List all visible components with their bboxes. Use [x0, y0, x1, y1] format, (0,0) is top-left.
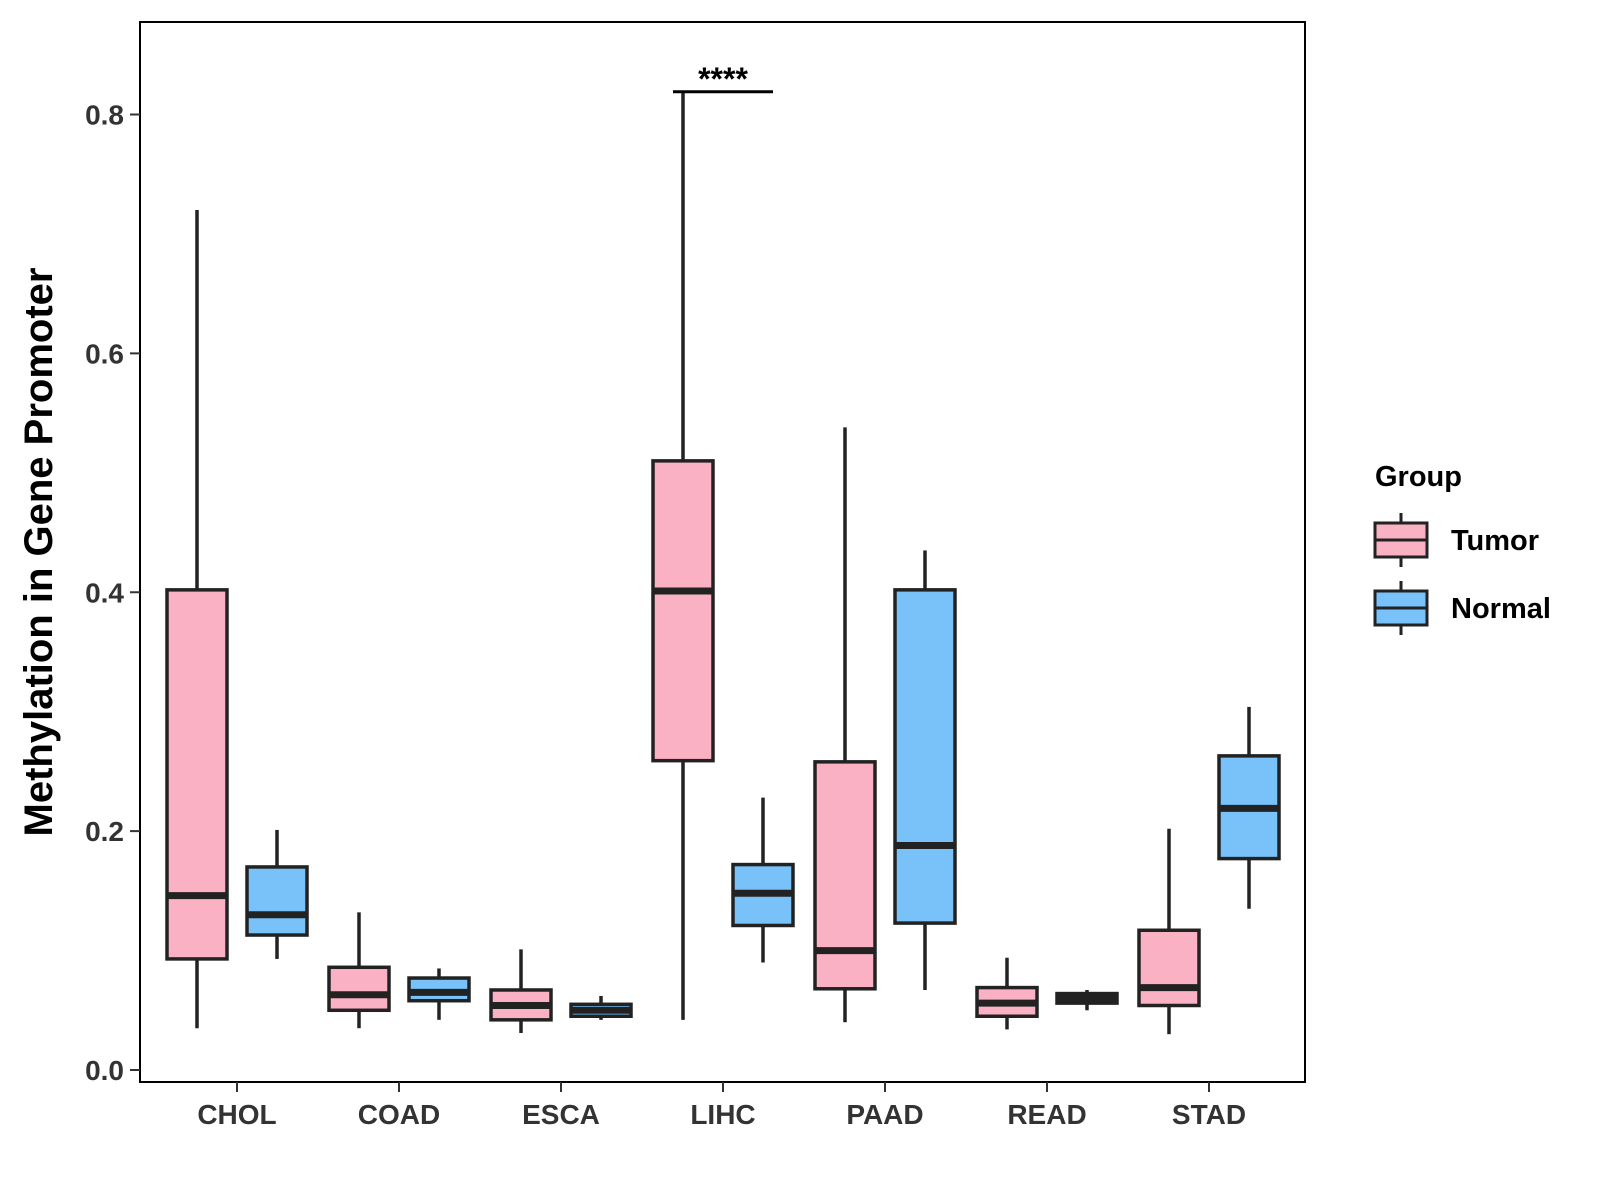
box-body — [165, 588, 229, 961]
box-normal-paad — [893, 550, 957, 990]
legend-entry-tumor: Tumor — [1373, 513, 1539, 567]
box-normal-chol — [245, 829, 309, 959]
box-body — [813, 760, 877, 991]
box-body — [893, 588, 957, 925]
box-tumor-read — [975, 957, 1039, 1030]
plot-area — [165, 91, 1281, 1035]
legend-title: Group — [1375, 461, 1462, 493]
y-axis-title: Methylation in Gene Promoter — [17, 268, 61, 837]
x-tick-label: READ — [1007, 1099, 1086, 1130]
legend: Group Tumor Normal — [1373, 461, 1551, 635]
x-tick-label: ESCA — [522, 1099, 600, 1130]
y-tick-label: 0.0 — [85, 1055, 124, 1086]
box-body — [651, 459, 715, 763]
y-tick-label: 0.4 — [85, 577, 124, 608]
box-body — [1137, 928, 1201, 1008]
y-tick-label: 0.6 — [85, 338, 124, 369]
x-axis: CHOL COAD ESCA LIHC PAAD READ STAD — [197, 1082, 1246, 1130]
box-tumor-esca — [489, 949, 553, 1033]
legend-label: Tumor — [1451, 525, 1539, 557]
x-tick-label: LIHC — [690, 1099, 755, 1130]
box-tumor-chol — [165, 210, 229, 1029]
box-normal-read — [1055, 989, 1119, 1011]
box-tumor-coad — [327, 912, 391, 1029]
x-tick-label: STAD — [1172, 1099, 1246, 1130]
y-axis: 0.0 0.2 0.4 0.6 0.8 — [85, 100, 140, 1086]
box-tumor-stad — [1137, 828, 1201, 1035]
box-normal-stad — [1217, 706, 1281, 909]
y-tick-label: 0.2 — [85, 816, 124, 847]
box-body — [327, 965, 391, 1013]
x-tick-label: CHOL — [197, 1099, 276, 1130]
legend-label: Normal — [1451, 593, 1551, 625]
box-tumor-lihc — [651, 91, 715, 1020]
box-body — [245, 865, 309, 937]
y-tick-label: 0.8 — [85, 100, 124, 131]
box-normal-esca — [569, 995, 633, 1020]
x-tick-label: PAAD — [846, 1099, 923, 1130]
box-normal-lihc — [731, 797, 795, 963]
significance-annotations: **** — [673, 61, 773, 97]
significance-label: **** — [698, 61, 748, 97]
x-tick-label: COAD — [358, 1099, 440, 1130]
box-normal-coad — [407, 968, 471, 1020]
legend-entry-normal: Normal — [1373, 581, 1551, 635]
box-tumor-paad — [813, 427, 877, 1023]
legend-entries: Tumor Normal — [1373, 513, 1551, 635]
